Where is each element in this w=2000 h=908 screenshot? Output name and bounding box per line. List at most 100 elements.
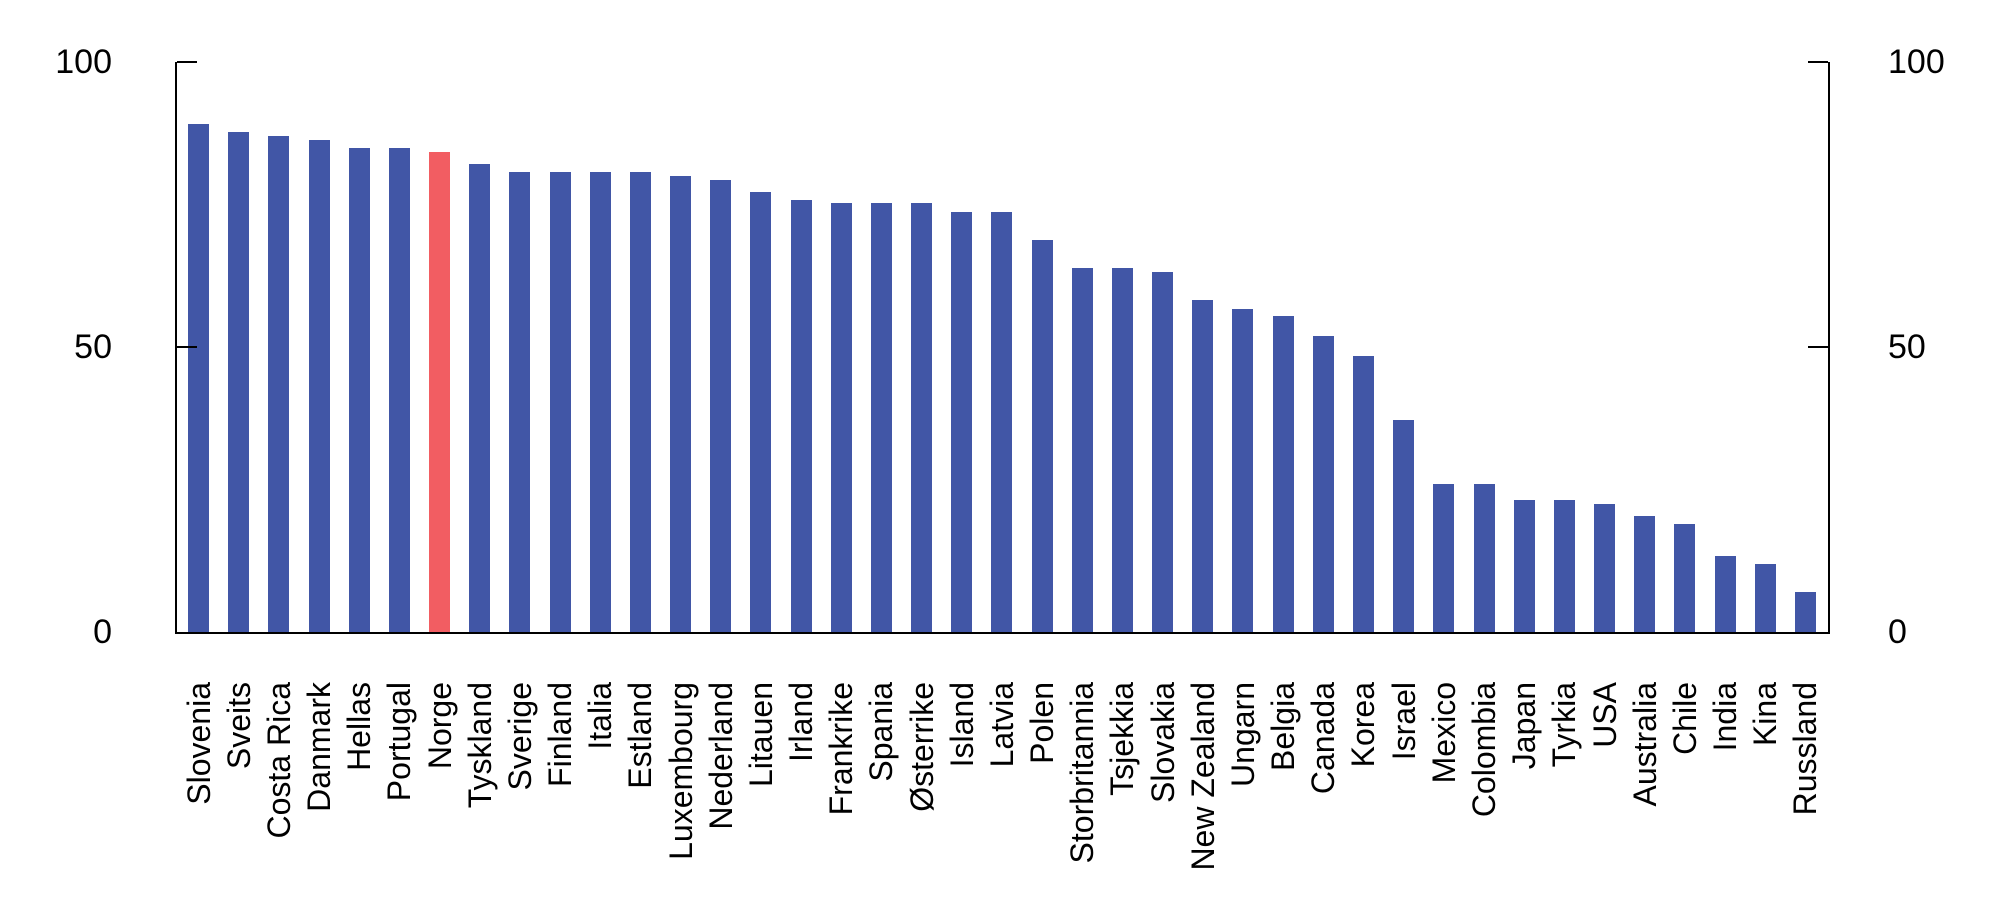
bar-hellas	[348, 147, 370, 632]
bar-korea	[1352, 356, 1374, 632]
x-label-cell-japan: Japan	[1506, 682, 1542, 908]
x-label-cell-australia: Australia	[1627, 682, 1663, 908]
x-label-cell-sverige: Sverige	[502, 682, 538, 908]
bar-ungarn	[1232, 308, 1254, 632]
x-tick-label-ungarn: Ungarn	[1224, 682, 1261, 787]
x-tick-label-luxembourg: Luxembourg	[662, 682, 699, 860]
x-label-cell-usa: USA	[1587, 682, 1623, 908]
x-tick-label-frankrike: Frankrike	[823, 682, 860, 816]
y-tick-label-left-0: 0	[93, 613, 112, 651]
x-tick-label-sveits: Sveits	[220, 682, 257, 770]
x-label-cell-luxembourg: Luxembourg	[663, 682, 699, 908]
x-tick-label-slovakia: Slovakia	[1144, 682, 1181, 803]
x-tick-label-colombia: Colombia	[1466, 682, 1502, 818]
bar-slovenia	[188, 123, 209, 632]
bar-india	[1714, 556, 1736, 632]
x-label-cell-norge: Norge	[422, 682, 458, 908]
x-tick-label-new-zealand: New Zealand	[1184, 682, 1221, 871]
bar-new-zealand	[1192, 300, 1214, 632]
bar-spania	[870, 203, 892, 632]
x-label-cell-island: Island	[944, 682, 980, 908]
x-tick-label-polen: Polen	[1024, 682, 1061, 764]
x-label-cell-estland: Estland	[622, 682, 658, 908]
x-tick-label-israel: Israel	[1385, 682, 1422, 761]
bar-nederland	[710, 180, 732, 632]
plot-area	[175, 61, 1830, 634]
x-tick-label-australia: Australia	[1626, 682, 1663, 807]
bar-polen	[1031, 239, 1053, 632]
x-label-cell-tyrkia: Tyrkia	[1546, 682, 1582, 908]
x-tick-label-usa: USA	[1586, 682, 1623, 748]
x-tick-label-mexico: Mexico	[1425, 682, 1462, 784]
x-tick-label-korea: Korea	[1345, 682, 1382, 768]
y-tick-label-right-0: 0	[1888, 613, 1907, 651]
x-tick-label-slovenia: Slovenia	[180, 682, 217, 805]
x-tick-label-estland: Estland	[622, 682, 659, 789]
bar-danmark	[308, 139, 330, 632]
x-tick-label-latvia: Latvia	[983, 682, 1020, 768]
y-tick-left-50	[177, 346, 197, 348]
x-tick-label-belgia: Belgia	[1265, 682, 1302, 771]
bar-latvia	[991, 211, 1013, 632]
bar-japan	[1513, 500, 1535, 632]
bar-italia	[589, 172, 611, 632]
x-tick-label-storbritannia: Storbritannia	[1064, 682, 1101, 864]
x-label-cell-tyskland: Tyskland	[462, 682, 498, 908]
bar-luxembourg	[670, 176, 692, 632]
x-label-cell-belgia: Belgia	[1265, 682, 1301, 908]
x-label-cell-sveits: Sveits	[221, 682, 257, 908]
x-label-cell-osterrike: Østerrike	[904, 682, 940, 908]
x-tick-label-tyskland: Tyskland	[461, 682, 498, 809]
x-tick-label-chile: Chile	[1666, 682, 1703, 755]
bar-usa	[1594, 504, 1616, 632]
bar-kina	[1754, 564, 1776, 632]
x-tick-label-sverige: Sverige	[501, 682, 538, 791]
x-tick-label-finland: Finland	[542, 682, 579, 787]
x-label-cell-kina: Kina	[1747, 682, 1783, 908]
x-tick-label-norge: Norge	[421, 682, 458, 770]
x-label-cell-tsjekkia: Tsjekkia	[1104, 682, 1140, 908]
bar-storbritannia	[1071, 267, 1093, 632]
x-label-cell-nederland: Nederland	[703, 682, 739, 908]
x-label-cell-russland: Russland	[1787, 682, 1823, 908]
bar-sverige	[509, 172, 531, 632]
y-tick-right-100	[1808, 61, 1828, 63]
y-tick-label-right-100: 100	[1888, 43, 1945, 81]
y-tick-label-left-100: 100	[55, 43, 112, 81]
bar-osterrike	[911, 203, 933, 632]
bar-frankrike	[830, 203, 852, 632]
x-label-cell-latvia: Latvia	[984, 682, 1020, 908]
x-label-cell-finland: Finland	[542, 682, 578, 908]
bar-mexico	[1433, 483, 1455, 632]
x-label-cell-canada: Canada	[1305, 682, 1341, 908]
bar-costa-rica	[268, 135, 290, 632]
bar-australia	[1634, 516, 1656, 632]
x-label-cell-israel: Israel	[1386, 682, 1422, 908]
bar-estland	[629, 172, 651, 632]
x-label-cell-slovenia: Slovenia	[181, 682, 217, 908]
x-tick-label-danmark: Danmark	[301, 682, 338, 812]
x-label-cell-storbritannia: Storbritannia	[1064, 682, 1100, 908]
bar-chile	[1674, 524, 1696, 632]
x-label-cell-new-zealand: New Zealand	[1185, 682, 1221, 908]
y-tick-left-100	[177, 61, 197, 63]
x-label-cell-colombia: Colombia	[1466, 682, 1502, 908]
x-tick-label-hellas: Hellas	[341, 682, 378, 771]
bar-portugal	[388, 147, 410, 632]
x-label-cell-chile: Chile	[1667, 682, 1703, 908]
bar-finland	[549, 172, 571, 632]
x-tick-label-tyrkia: Tyrkia	[1546, 682, 1583, 768]
x-tick-label-kina: Kina	[1747, 682, 1784, 747]
x-label-cell-italia: Italia	[582, 682, 618, 908]
x-label-cell-litauen: Litauen	[743, 682, 779, 908]
bar-canada	[1312, 336, 1334, 632]
y-tick-label-left-50: 50	[74, 328, 112, 366]
x-axis-labels: Slovenia Sveits Costa Rica Danmark Hellas Por…	[177, 682, 1828, 908]
x-tick-label-portugal: Portugal	[381, 682, 418, 802]
x-tick-label-canada: Canada	[1305, 682, 1342, 795]
bar-israel	[1393, 420, 1415, 632]
x-tick-label-india: India	[1707, 682, 1744, 752]
x-label-cell-ungarn: Ungarn	[1225, 682, 1261, 908]
bar-sveits	[228, 132, 250, 632]
